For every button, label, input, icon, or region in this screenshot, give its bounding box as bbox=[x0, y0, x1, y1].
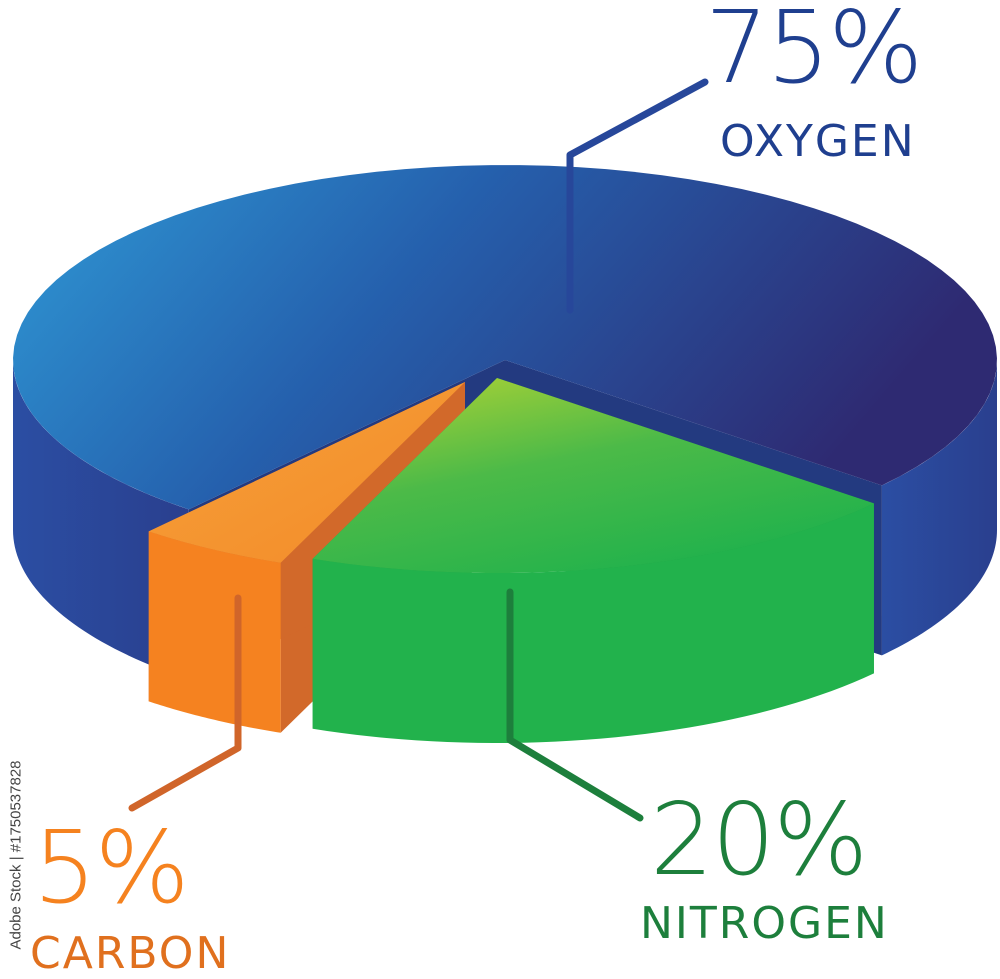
slice-oxygen-top bbox=[13, 165, 997, 510]
slice-oxygen-wall bbox=[13, 360, 189, 680]
watermark: Adobe Stock | #1750537828 bbox=[4, 735, 28, 975]
watermark-text: Adobe Stock | #1750537828 bbox=[7, 760, 25, 950]
nitrogen-label: NITROGEN bbox=[640, 898, 889, 949]
leader-line-carbon bbox=[128, 594, 242, 812]
carbon-value-label: 5% bbox=[33, 809, 190, 926]
oxygen-value-label: 75% bbox=[705, 0, 923, 106]
carbon-label: CARBON bbox=[30, 928, 231, 979]
nitrogen-value-label: 20% bbox=[650, 781, 868, 898]
slice-nitrogen-top bbox=[312, 378, 874, 573]
oxygen-label: OXYGEN bbox=[720, 116, 916, 167]
leader-line-nitrogen bbox=[506, 588, 644, 822]
slice-carbon-top bbox=[148, 382, 466, 563]
slice-carbon-wall bbox=[148, 531, 281, 733]
leader-line-oxygen bbox=[566, 78, 709, 314]
slice-nitrogen-wall bbox=[312, 503, 874, 743]
slice-oxygen-wall bbox=[881, 360, 997, 656]
